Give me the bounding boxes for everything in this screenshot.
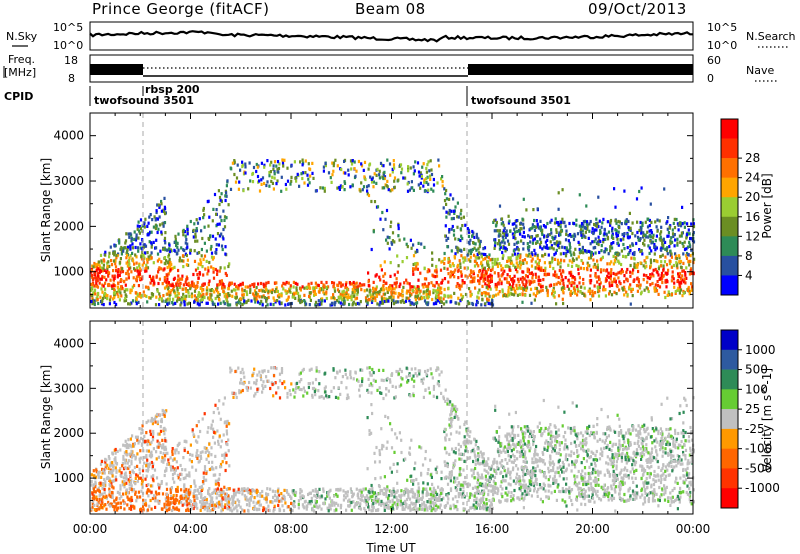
power-cbar-tick-4: 20: [745, 190, 760, 204]
nave-tick-low: 0: [707, 72, 714, 85]
power-cbar-tick-5: 24: [745, 171, 760, 185]
velocity-cbar-tick-6: -500: [745, 461, 772, 475]
power-cbar-tick-6: 28: [745, 151, 760, 165]
date-title: 09/Oct/2013: [588, 0, 687, 18]
freq-tick-high: 18: [64, 54, 78, 67]
cpid-segment-3: twofsound 3501: [471, 94, 571, 107]
freq-unit-label: [MHz]: [4, 66, 36, 79]
time-xtick-6: 00:00: [676, 522, 711, 536]
velocity-cbar-tick-5: -100: [745, 442, 772, 456]
noise-left-tick-low: 10^0: [53, 39, 83, 52]
velocity-cbar-tick-2: 100: [745, 382, 768, 396]
freq-panel: Freq. [MHz] 18 8 60 0 Nave: [3, 53, 778, 85]
velocity-ytick-2000: 2000: [53, 426, 84, 440]
time-xtick-3: 12:00: [374, 522, 409, 536]
noise-panel: N.Sky 10^5 10^0 10^5 10^0 N.Search: [6, 21, 796, 52]
freq-label: Freq.: [8, 53, 35, 66]
power-cbar-tick-2: 12: [745, 229, 760, 243]
power-ytick-3000: 3000: [53, 174, 84, 188]
power-panel: 1000 2000 3000 4000 Slant Range [km]: [39, 112, 696, 309]
velocity-ytick-3000: 3000: [53, 381, 84, 395]
cpid-label: CPID: [4, 90, 33, 103]
cpid-row: CPID twofsound 3501 rbsp 200 twofsound 3…: [4, 83, 571, 107]
power-colorbar: 4 8 12 16 20 24 28 Power [dB]: [720, 118, 774, 296]
power-colorbar-label: Power [dB]: [760, 173, 774, 238]
noise-right-tick-low: 10^0: [707, 39, 737, 52]
power-ytick-2000: 2000: [53, 219, 84, 233]
cpid-segment-2: rbsp 200: [145, 83, 200, 96]
power-cbar-tick-3: 16: [745, 210, 760, 224]
beam-title: Beam 08: [355, 0, 426, 18]
power-ytick-1000: 1000: [53, 265, 84, 279]
velocity-cbar-tick-3: 25: [745, 402, 760, 416]
velocity-panel: 1000 2000 3000 4000 00:00 04:00 08:00 12:00 16:…: [39, 320, 711, 554]
velocity-colorbar: 1000 500 100 25 -25 -100 -500 -1000 Velocity [m…: [720, 329, 780, 509]
nave-label: Nave: [746, 64, 774, 77]
time-xtick-1: 04:00: [173, 522, 208, 536]
power-cbar-tick-0: 4: [745, 268, 753, 282]
time-xtick-2: 08:00: [274, 522, 309, 536]
nsky-label: N.Sky: [6, 30, 38, 43]
velocity-cbar-tick-7: -1000: [745, 481, 780, 495]
velocity-cbar-tick-0: 1000: [745, 343, 776, 357]
power-cbar-tick-1: 8: [745, 249, 753, 263]
velocity-colorbar-label: Velocity [m s^-1]: [760, 368, 774, 472]
velocity-ylabel: Slant Range [km]: [39, 365, 53, 469]
velocity-ytick-1000: 1000: [53, 471, 84, 485]
time-xtick-4: 16:00: [475, 522, 510, 536]
noise-right-tick-high: 10^5: [707, 21, 737, 34]
velocity-cbar-tick-4: -25: [745, 422, 765, 436]
time-xtick-0: 00:00: [73, 522, 108, 536]
cpid-segment-1: twofsound 3501: [94, 94, 194, 107]
power-ylabel: Slant Range [km]: [39, 158, 53, 262]
noise-left-tick-high: 10^5: [53, 21, 83, 34]
nave-tick-high: 60: [707, 54, 721, 67]
time-axis-label: Time UT: [365, 541, 416, 554]
station-title: Prince George (fitACF): [92, 0, 269, 18]
freq-tick-low: 8: [68, 72, 75, 85]
time-xtick-5: 20:00: [575, 522, 610, 536]
power-ytick-4000: 4000: [53, 129, 84, 143]
velocity-cbar-tick-1: 500: [745, 363, 768, 377]
nsearch-label: N.Search: [746, 30, 796, 43]
velocity-ytick-4000: 4000: [53, 336, 84, 350]
